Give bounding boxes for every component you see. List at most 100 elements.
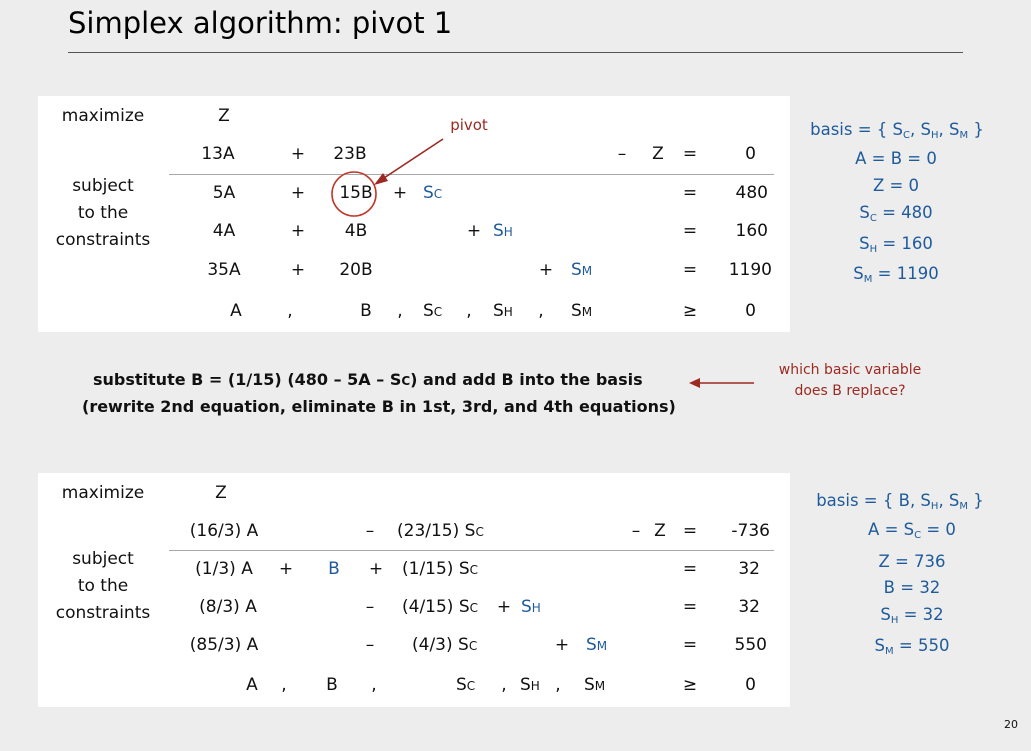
- maximize-label-2: maximize: [61, 483, 145, 503]
- t2-r2-minus: –: [365, 597, 375, 617]
- t2-r1-rhs: 32: [738, 559, 760, 579]
- t2-r3-minus: –: [365, 635, 375, 655]
- obj-eq: =: [682, 144, 698, 164]
- r3-b: 20B: [339, 260, 373, 280]
- basis1-ab: A = B = 0: [855, 149, 937, 168]
- r1-sc: SC: [423, 183, 443, 203]
- pivot-annotation: [331, 138, 444, 217]
- t2-r1-plus2: +: [368, 559, 384, 579]
- objective-divider-2: [169, 550, 774, 551]
- r3-plus1: +: [290, 260, 306, 280]
- r2-b: 4B: [344, 221, 368, 241]
- r3-sm: SM: [571, 260, 593, 280]
- r1-a: 5A: [212, 183, 236, 203]
- t2-r3-sm: SM: [586, 635, 608, 655]
- r2-plus1: +: [290, 221, 306, 241]
- tableau-2-panel: maximize Z (16/3) A – (23/15) SC – Z = -…: [38, 473, 790, 707]
- t2-nn-c2: ,: [371, 675, 377, 695]
- r1-plus1: +: [290, 183, 306, 203]
- obj-plus: +: [290, 144, 306, 164]
- r3-eq: =: [682, 260, 698, 280]
- t2-obj-minus1: –: [365, 521, 375, 541]
- t2-r3-s: (4/3) SC: [412, 635, 478, 655]
- obj-23b: 23B: [333, 144, 367, 164]
- t2-r2-a: (8/3) A: [199, 597, 257, 617]
- basis2-z: Z = 736: [878, 552, 946, 571]
- r2-a: 4A: [212, 221, 236, 241]
- basis2-sh: SH = 32: [880, 605, 944, 626]
- r1-b-pivot: 15B: [339, 183, 373, 203]
- t2-r3-eq: =: [682, 635, 698, 655]
- t2-nn-c3: ,: [501, 675, 507, 695]
- r1-eq: =: [682, 183, 698, 203]
- t2-r3-a: (85/3) A: [189, 635, 259, 655]
- basis1-sc: SC = 480: [859, 203, 933, 224]
- basis2-set: basis = { B, SH, SM }: [816, 491, 984, 512]
- t2-r1-plus1: +: [278, 559, 294, 579]
- r2-sh: SH: [493, 221, 513, 241]
- r3-plus2: +: [538, 260, 554, 280]
- maximize-label: maximize: [61, 106, 145, 126]
- t2-obj-s: (23/15) SC: [397, 521, 484, 541]
- basis1-sh: SH = 160: [859, 234, 933, 255]
- pivot-circle: [331, 171, 377, 217]
- objective-z-2: Z: [215, 483, 227, 503]
- t2-obj-rhs: -736: [731, 521, 770, 541]
- nn-a: A: [230, 301, 242, 321]
- substitution-note: (rewrite 2nd equation, eliminate B in 1s…: [82, 397, 676, 416]
- constraints-label-2: constraints: [55, 603, 151, 623]
- nn-sm: SM: [571, 301, 593, 321]
- subject-label: subject: [72, 176, 134, 196]
- title-divider: [68, 52, 963, 53]
- basis2-sm: SM = 550: [874, 636, 950, 657]
- subject-label-2: subject: [72, 549, 134, 569]
- slide-title: Simplex algorithm: pivot 1: [68, 6, 453, 40]
- t2-nn-sc: SC: [456, 675, 476, 695]
- page-number: 20: [1004, 718, 1018, 731]
- r2-rhs: 160: [735, 221, 768, 241]
- pivot-label: pivot: [450, 116, 488, 134]
- t2-nn-c1: ,: [281, 675, 287, 695]
- t2-obj-a: (16/3) A: [189, 521, 259, 541]
- objective-divider: [169, 174, 774, 175]
- t2-nn-b: B: [326, 675, 338, 695]
- t2-nn-a: A: [246, 675, 258, 695]
- t2-r2-s: (4/15) SC: [402, 597, 479, 617]
- question-line-1: which basic variable: [778, 362, 922, 378]
- t2-r3-plus: +: [554, 635, 570, 655]
- t2-nn-c4: ,: [555, 675, 561, 695]
- obj-z: Z: [652, 144, 664, 164]
- t2-nn-sh: SH: [520, 675, 540, 695]
- to-the-label-2: to the: [77, 576, 129, 596]
- pivot-arrow-head: [374, 173, 388, 185]
- t2-obj-eq: =: [682, 521, 698, 541]
- t2-r1-s: (1/15) SC: [402, 559, 479, 579]
- nn-c2: ,: [397, 301, 403, 321]
- t2-r1-a: (1/3) A: [195, 559, 253, 579]
- r2-eq: =: [682, 221, 698, 241]
- nn-c3: ,: [466, 301, 472, 321]
- basis1-sm: SM = 1190: [853, 264, 939, 285]
- nn-sh: SH: [493, 301, 513, 321]
- t2-r2-sh: SH: [521, 597, 541, 617]
- r3-rhs: 1190: [728, 260, 772, 280]
- t2-nn-sm: SM: [584, 675, 606, 695]
- objective-z: Z: [218, 106, 230, 126]
- basis2-a-sc: A = SC = 0: [868, 520, 956, 541]
- tableau-1-panel: maximize Z pivot 13A + 23B – Z = 0 subje…: [38, 96, 790, 332]
- nn-c4: ,: [538, 301, 544, 321]
- obj-13a: 13A: [201, 144, 235, 164]
- r1-rhs: 480: [735, 183, 768, 203]
- nn-sc: SC: [423, 301, 443, 321]
- t2-nn-ge: ≥: [682, 675, 698, 695]
- to-the-label: to the: [77, 203, 129, 223]
- question-arrow: [689, 378, 754, 388]
- obj-rhs: 0: [745, 144, 756, 164]
- t2-nn-rhs: 0: [745, 675, 756, 695]
- t2-obj-z: Z: [654, 521, 666, 541]
- t2-r2-eq: =: [682, 597, 698, 617]
- constraints-label: constraints: [55, 230, 151, 250]
- r1-plus2: +: [392, 183, 408, 203]
- t2-r3-rhs: 550: [734, 635, 767, 655]
- obj-minus: –: [617, 144, 627, 164]
